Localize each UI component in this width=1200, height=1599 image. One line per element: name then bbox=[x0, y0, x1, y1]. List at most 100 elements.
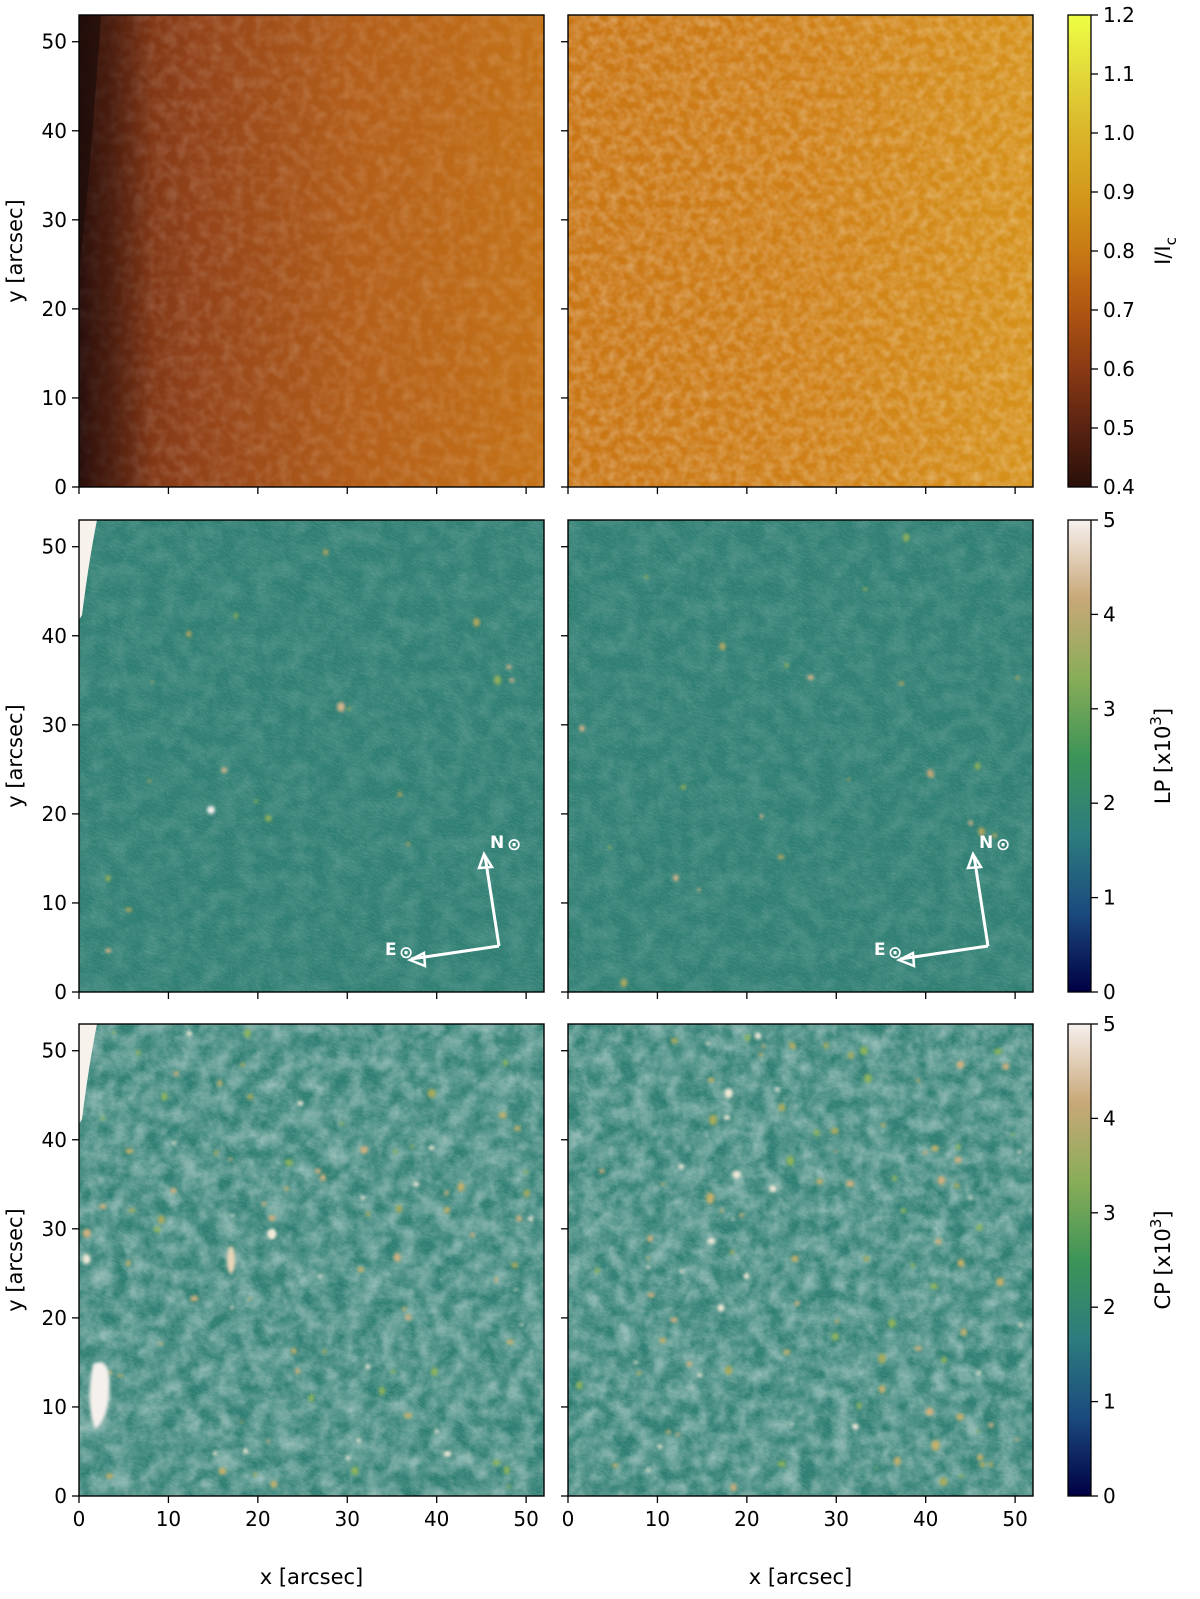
magnetic-feature bbox=[444, 1206, 451, 1214]
magnetic-feature bbox=[82, 1228, 92, 1238]
magnetic-feature bbox=[878, 1384, 886, 1394]
magnetic-feature bbox=[498, 1112, 507, 1119]
magnetic-feature bbox=[729, 1250, 735, 1255]
magnetic-feature bbox=[831, 1332, 839, 1341]
colorbar-tick-label: 0.4 bbox=[1103, 475, 1135, 499]
magnetic-feature bbox=[786, 1155, 794, 1166]
magnetic-feature bbox=[874, 1467, 878, 1470]
noise-speckle bbox=[570, 1025, 1033, 1496]
magnetic-feature bbox=[576, 1381, 583, 1390]
magnetic-feature bbox=[941, 1356, 947, 1364]
magnetic-feature bbox=[709, 1114, 718, 1126]
x-tick-label: 30 bbox=[824, 1507, 849, 1531]
magnetic-feature bbox=[253, 1472, 258, 1477]
panel-frame bbox=[78, 1023, 545, 1497]
heatmap-panel-right: N ⊙E ⊙ bbox=[561, 519, 1034, 999]
colorbar-gradient bbox=[1067, 519, 1092, 993]
colorbar-tick-label: 4 bbox=[1103, 1106, 1116, 1130]
magnetic-feature bbox=[247, 1093, 254, 1100]
magnetic-feature bbox=[901, 1208, 907, 1213]
magnetic-feature bbox=[402, 1306, 407, 1312]
magnetic-feature bbox=[717, 1303, 725, 1312]
magnetic-feature bbox=[939, 1477, 948, 1486]
x-tick-label: 0 bbox=[562, 1507, 575, 1531]
magnetic-feature bbox=[830, 1127, 839, 1134]
magnetic-feature bbox=[396, 1204, 402, 1213]
magnetic-feature bbox=[254, 799, 259, 803]
magnetic-feature bbox=[240, 1062, 245, 1067]
magnetic-feature bbox=[816, 1178, 824, 1185]
panel-ticks: 0 10 20 30 40 50 bbox=[42, 30, 527, 499]
colorbar-label: CP [x103] bbox=[1147, 1210, 1175, 1309]
y-tick-label: 50 bbox=[42, 30, 67, 54]
magnetic-feature bbox=[444, 1190, 449, 1196]
magnetic-feature bbox=[988, 1422, 994, 1428]
panel-frame bbox=[567, 519, 1034, 993]
magnetic-feature bbox=[848, 1052, 854, 1059]
magnetic-feature bbox=[925, 1407, 934, 1416]
magnetic-feature bbox=[759, 813, 764, 819]
magnetic-feature bbox=[128, 1208, 136, 1213]
heatmap-image bbox=[568, 520, 1033, 992]
colorbar-gradient bbox=[1067, 14, 1092, 488]
magnetic-feature bbox=[783, 1349, 791, 1355]
north-arrowhead bbox=[477, 851, 495, 870]
magnetic-feature bbox=[968, 1196, 973, 1200]
magnetic-feature bbox=[657, 1444, 663, 1449]
east-label: E bbox=[385, 940, 397, 960]
noise-speckle bbox=[570, 521, 1033, 992]
magnetic-feature bbox=[509, 678, 515, 683]
noise-speckle bbox=[81, 1025, 544, 1496]
magnetic-feature bbox=[514, 1288, 519, 1291]
magnetic-feature bbox=[696, 1373, 703, 1378]
magnetic-feature bbox=[227, 1246, 235, 1274]
magnetic-feature bbox=[956, 1413, 964, 1421]
magnetic-feature bbox=[807, 674, 814, 681]
magnetic-feature bbox=[823, 1042, 829, 1049]
colorbar-tick-label: 0.6 bbox=[1103, 357, 1135, 381]
magnetic-feature bbox=[1017, 1150, 1022, 1154]
magnetic-feature bbox=[892, 1175, 898, 1181]
magnetic-feature bbox=[434, 1429, 439, 1434]
magnetic-feature bbox=[457, 1182, 465, 1192]
panel-frame bbox=[567, 14, 1034, 488]
x-tick-label: 50 bbox=[513, 1507, 538, 1531]
y-tick-label: 50 bbox=[42, 535, 67, 559]
magnetic-feature bbox=[346, 1455, 351, 1461]
magnetic-feature bbox=[514, 1125, 521, 1131]
x-tick-label: 10 bbox=[645, 1507, 670, 1531]
magnetic-feature bbox=[719, 642, 726, 651]
y-tick-label: 10 bbox=[42, 891, 67, 915]
magnetic-feature bbox=[888, 1319, 896, 1328]
magnetic-feature bbox=[935, 1238, 942, 1245]
magnetic-feature bbox=[974, 762, 981, 770]
compass-rose: N ⊙E ⊙ bbox=[385, 833, 521, 968]
sun-symbol: ⊙ bbox=[996, 835, 1010, 855]
magnetic-feature bbox=[612, 1463, 619, 1468]
y-tick-label: 40 bbox=[42, 624, 67, 648]
magnetic-feature bbox=[291, 1347, 297, 1355]
colorbar-label: I/Ic bbox=[1151, 237, 1180, 265]
magnetic-feature bbox=[240, 1420, 244, 1423]
magnetic-feature bbox=[284, 1186, 289, 1191]
magnetic-feature bbox=[503, 1059, 508, 1066]
magnetic-feature bbox=[996, 1277, 1005, 1287]
y-tick-label: 0 bbox=[54, 475, 67, 499]
magnetic-feature bbox=[794, 1301, 800, 1306]
magnetic-feature bbox=[633, 1360, 638, 1365]
panel-ticks bbox=[561, 546, 1016, 999]
magnetic-feature bbox=[863, 1255, 869, 1262]
magnetic-feature bbox=[248, 1297, 252, 1301]
magnetic-feature bbox=[777, 1460, 786, 1467]
magnetic-feature bbox=[790, 1422, 794, 1426]
panel-ticks: 0 10 20 30 40 50 bbox=[42, 535, 527, 1004]
magnetic-feature bbox=[494, 1277, 499, 1283]
magnetic-feature bbox=[266, 1439, 270, 1443]
magnetic-feature bbox=[670, 1317, 678, 1323]
x-tick-label: 0 bbox=[73, 1507, 86, 1531]
magnetic-feature bbox=[171, 1141, 177, 1145]
magnetic-feature bbox=[599, 1168, 605, 1174]
x-tick-label: 40 bbox=[424, 1507, 449, 1531]
magnetic-feature bbox=[295, 1367, 300, 1375]
magnetic-feature bbox=[835, 1319, 839, 1324]
